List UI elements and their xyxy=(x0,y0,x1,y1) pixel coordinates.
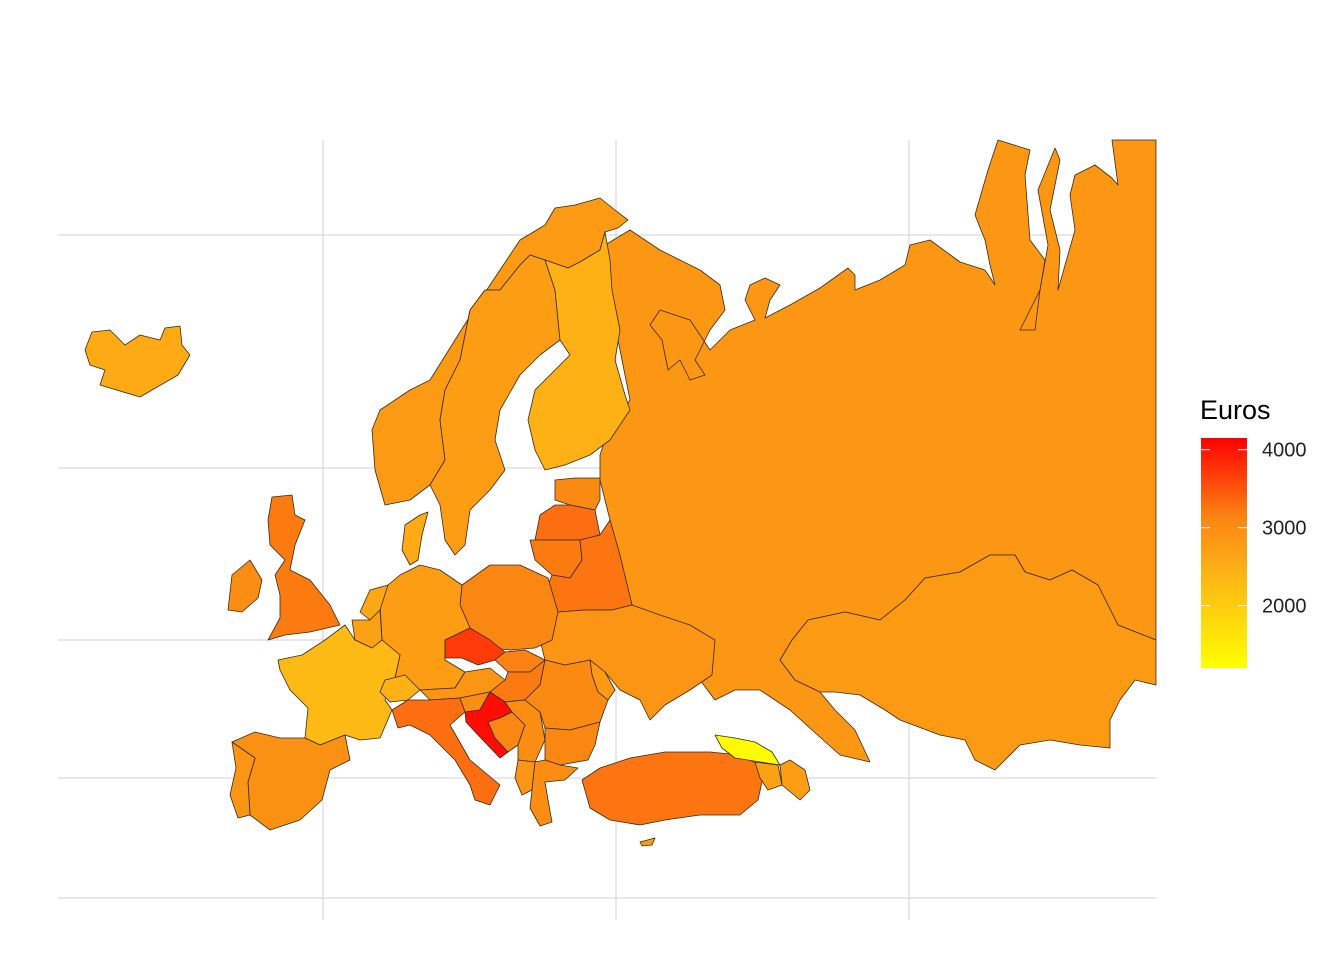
legend-title: Euros xyxy=(1200,395,1271,425)
country-albania[interactable] xyxy=(514,759,536,796)
country-bulgaria[interactable] xyxy=(544,721,601,766)
country-kazakhstan[interactable] xyxy=(779,554,1157,771)
country-united-kingdom[interactable] xyxy=(267,494,341,641)
country-latvia[interactable] xyxy=(534,504,601,541)
country-portugal[interactable] xyxy=(229,741,256,819)
country-armenia[interactable] xyxy=(754,761,783,791)
country-iceland[interactable] xyxy=(84,325,191,398)
country-finland[interactable] xyxy=(527,231,631,471)
country-greece[interactable] xyxy=(529,759,579,827)
country-sweden[interactable] xyxy=(429,254,561,556)
countries-layer xyxy=(84,139,1157,847)
country-romania[interactable] xyxy=(524,659,609,731)
country-denmark[interactable] xyxy=(401,511,429,566)
country-ireland[interactable] xyxy=(227,559,263,613)
legend-colorbar xyxy=(1201,438,1247,668)
legend-ticks: 4000 3000 2000 xyxy=(1201,440,1307,618)
legend-tick-label: 3000 xyxy=(1262,518,1307,540)
legend-tick-label: 4000 xyxy=(1262,440,1307,462)
legend-tick-label: 2000 xyxy=(1262,596,1307,618)
country-estonia[interactable] xyxy=(554,477,601,511)
country-france[interactable] xyxy=(277,624,401,746)
country-azerbaijan[interactable] xyxy=(779,759,811,801)
legend: Euros 4000 3000 2000 xyxy=(1200,395,1307,668)
country-turkey[interactable] xyxy=(581,751,766,826)
country-cyprus[interactable] xyxy=(639,837,656,847)
country-italy[interactable] xyxy=(391,697,501,806)
